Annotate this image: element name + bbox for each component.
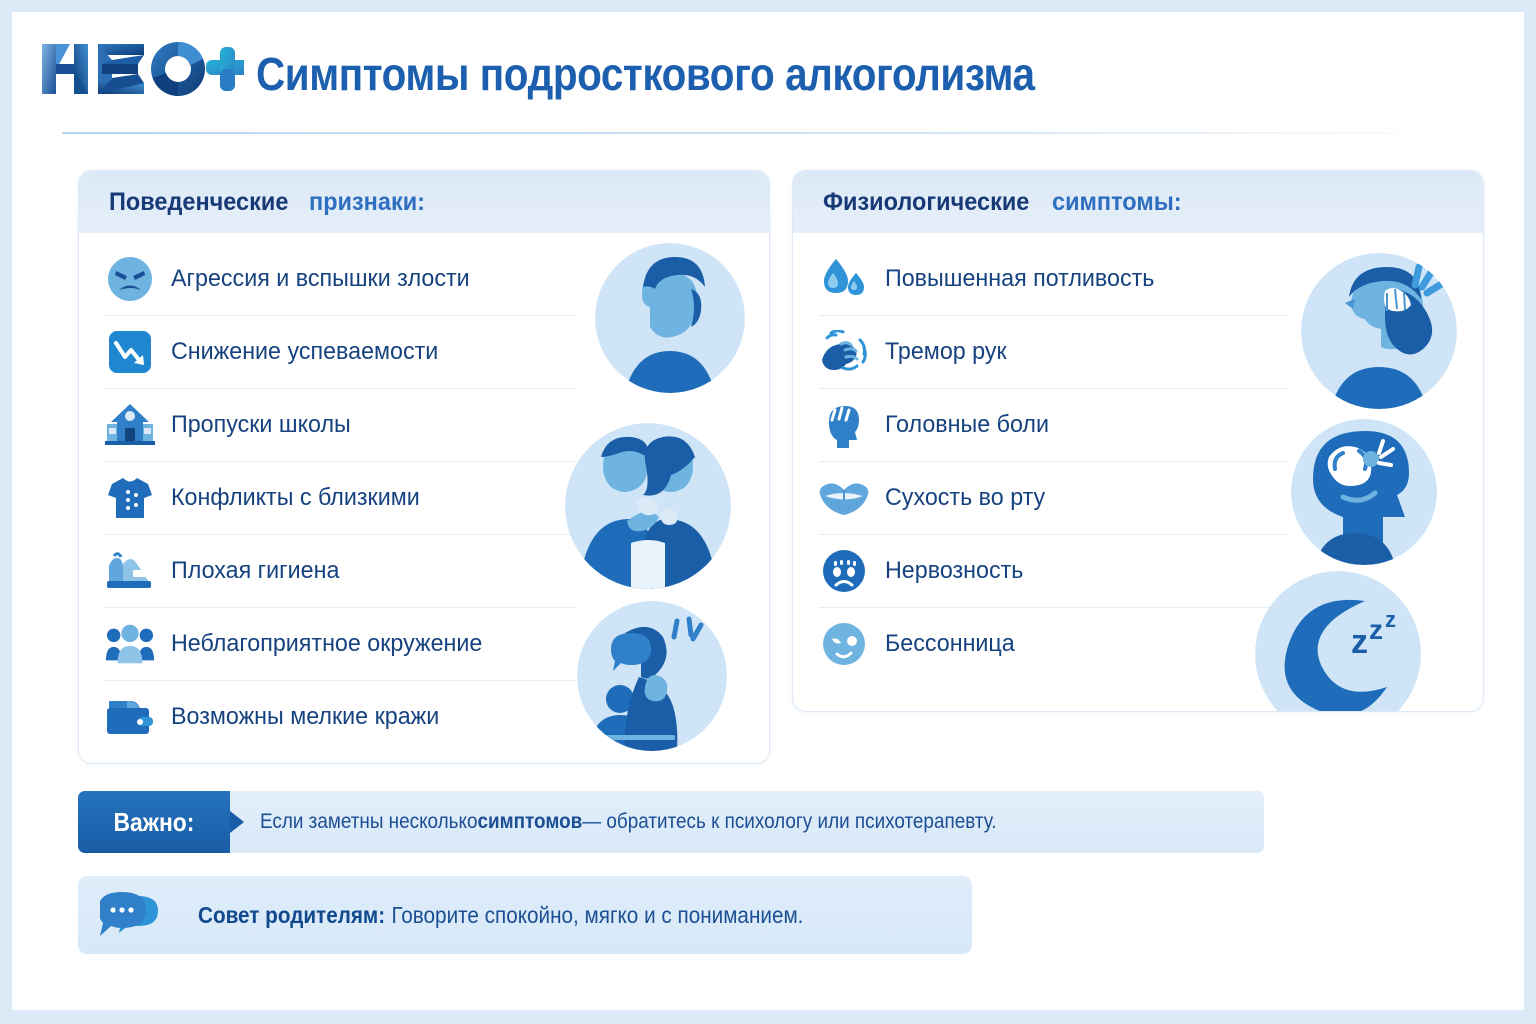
list-item-label: Нервозность [885, 557, 1024, 584]
declining-chart-icon [105, 327, 155, 377]
list-item[interactable]: Плохая гигиена [105, 535, 575, 608]
panel-behavioral-signs: Поведенческие признаки: Агрессия и вспыш… [78, 170, 770, 764]
list-item[interactable]: Возможны мелкие кражи [105, 681, 575, 753]
teen-boy-portrait-illustration [595, 243, 745, 393]
list-item-label: Неблагоприятное окружение [171, 630, 483, 657]
parents-conflict-illustration [565, 423, 731, 589]
heading-light: симптомы: [1051, 187, 1182, 216]
neo-plus-logo [40, 38, 250, 100]
advice-body: Говорите спокойно, мягко и с пониманием. [391, 901, 804, 928]
angry-face-icon [105, 254, 155, 304]
worried-face-icon [819, 546, 869, 596]
header: Симптомы подросткового алкоголизма [12, 12, 1524, 134]
important-banner: Важно: Если заметны несколько симптомов … [78, 791, 1264, 853]
list-item[interactable]: Снижение успеваемости [105, 316, 575, 389]
panel-behavioral-heading: Поведенческие признаки: [79, 171, 769, 233]
list-item-label: Повышенная потливость [885, 265, 1155, 292]
list-item-label: Сухость во рту [885, 484, 1046, 511]
panel-physiological-symptoms: Физиологические симптомы: Повышенная пот… [792, 170, 1484, 712]
list-item-label: Снижение успеваемости [171, 338, 439, 365]
advice-banner: Совет родителям: Говорите спокойно, мягко… [78, 876, 972, 954]
important-arrow-icon [230, 811, 244, 833]
list-item-label: Головные боли [885, 411, 1050, 438]
list-item[interactable]: Неблагоприятное окружение [105, 608, 575, 681]
list-item[interactable]: Сухость во рту [819, 462, 1289, 535]
infographic-card: Симптомы подросткового алкоголизма Повед… [12, 12, 1524, 1010]
list-item-label: Пропуски школы [171, 411, 351, 438]
physiological-list: Повышенная потливость Тремор рук [793, 233, 1311, 690]
behavioral-list: Агрессия и вспышки злости Снижение успев… [79, 233, 597, 763]
brain-head-illustration [1291, 419, 1437, 565]
trash-bag-icon [105, 546, 155, 596]
shaking-hand-icon [819, 327, 869, 377]
important-text-before: Если заметны несколько [260, 810, 478, 833]
lips-icon [819, 473, 869, 523]
list-item-label: Плохая гигиена [171, 557, 340, 584]
headache-person-illustration [1301, 253, 1457, 409]
school-building-icon [105, 400, 155, 450]
list-item[interactable]: Тремор рук [819, 316, 1289, 389]
important-text: Если заметны несколько симптомов — обрат… [260, 791, 997, 853]
list-item[interactable]: Повышенная потливость [819, 243, 1289, 316]
parent-child-talk-illustration [577, 601, 727, 751]
important-text-bold: симптомов [477, 810, 583, 833]
important-tab-label: Важно: [113, 806, 195, 837]
list-item-label: Возможны мелкие кражи [171, 703, 440, 730]
heading-strong: Физиологические [823, 187, 1030, 216]
tshirt-icon [105, 473, 155, 523]
important-text-after: — обратитесь к психологу или психотерапе… [582, 810, 997, 833]
list-item[interactable]: Агрессия и вспышки злости [105, 243, 575, 316]
panel-physiological-heading: Физиологические симптомы: [793, 171, 1483, 233]
list-item[interactable]: Конфликты с близкими [105, 462, 575, 535]
list-item[interactable]: Пропуски школы [105, 389, 575, 462]
important-tab: Важно: [78, 791, 230, 853]
list-item-label: Бессонница [885, 630, 1015, 657]
svg-text:z: z [1385, 607, 1396, 632]
wallet-icon [105, 692, 155, 742]
group-people-icon [105, 619, 155, 669]
advice-text: Совет родителям: Говорите спокойно, мягко… [198, 876, 803, 954]
tired-face-icon [819, 619, 869, 669]
svg-text:z: z [1369, 614, 1383, 645]
heading-strong: Поведенческие [109, 187, 289, 216]
header-divider [62, 132, 1462, 134]
list-item[interactable]: Бессонница [819, 608, 1289, 680]
page-title: Симптомы подросткового алкоголизма [256, 48, 1035, 100]
list-item[interactable]: Нервозность [819, 535, 1289, 608]
advice-label: Совет родителям: [198, 901, 386, 928]
svg-text:z: z [1351, 623, 1368, 661]
heading-light: признаки: [308, 187, 425, 216]
list-item-label: Тремор рук [885, 338, 1007, 365]
list-item-label: Конфликты с близкими [171, 484, 420, 511]
moon-zzz-illustration: z z z [1255, 571, 1421, 711]
head-pain-icon [819, 400, 869, 450]
speech-bubbles-icon [98, 890, 178, 944]
list-item[interactable]: Головные боли [819, 389, 1289, 462]
list-item-label: Агрессия и вспышки злости [171, 265, 470, 292]
water-drops-icon [819, 254, 869, 304]
